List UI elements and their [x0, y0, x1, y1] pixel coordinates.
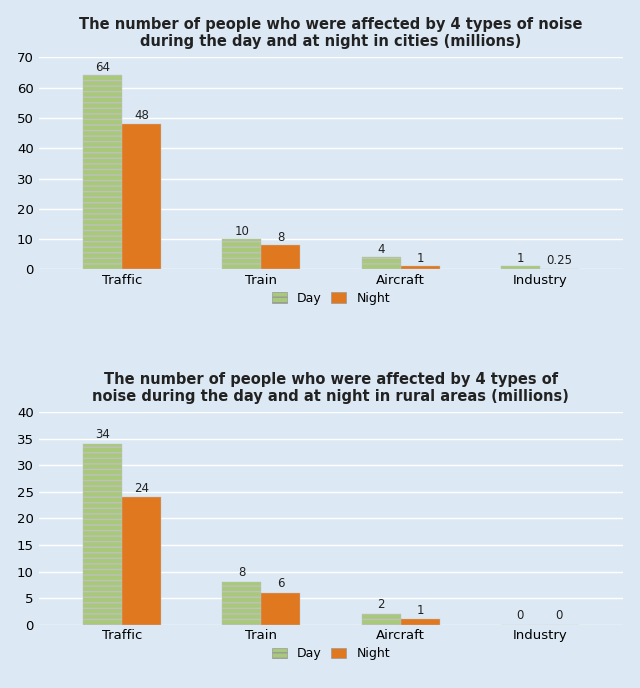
Text: 2: 2 [378, 599, 385, 612]
Bar [401, 266, 440, 270]
Bar [261, 593, 300, 625]
Bar [222, 239, 261, 270]
Legend: Day, Night: Day, Night [267, 642, 395, 665]
Bar [362, 614, 401, 625]
Bar [222, 582, 261, 625]
Text: 10: 10 [234, 225, 249, 237]
Text: 1: 1 [416, 603, 424, 616]
Text: 8: 8 [277, 230, 285, 244]
Bar [122, 124, 161, 270]
Bar [362, 257, 401, 270]
Text: 0: 0 [556, 609, 563, 622]
Title: The number of people who were affected by 4 types of
noise during the day and at: The number of people who were affected b… [93, 372, 570, 404]
Text: 34: 34 [95, 429, 110, 442]
Bar [501, 266, 540, 270]
Text: 48: 48 [134, 109, 149, 122]
Text: 64: 64 [95, 61, 110, 74]
Text: 0.25: 0.25 [547, 255, 572, 267]
Bar [401, 619, 440, 625]
Text: 1: 1 [516, 252, 524, 265]
Text: 8: 8 [238, 566, 246, 579]
Bar [83, 76, 122, 270]
Text: 24: 24 [134, 482, 149, 495]
Bar [122, 497, 161, 625]
Bar [83, 444, 122, 625]
Bar [261, 245, 300, 270]
Bar [540, 269, 579, 270]
Title: The number of people who were affected by 4 types of noise
during the day and at: The number of people who were affected b… [79, 17, 582, 49]
Text: 0: 0 [516, 609, 524, 622]
Text: 6: 6 [277, 577, 285, 590]
Text: 4: 4 [378, 243, 385, 256]
Legend: Day, Night: Day, Night [267, 287, 395, 310]
Text: 1: 1 [416, 252, 424, 265]
